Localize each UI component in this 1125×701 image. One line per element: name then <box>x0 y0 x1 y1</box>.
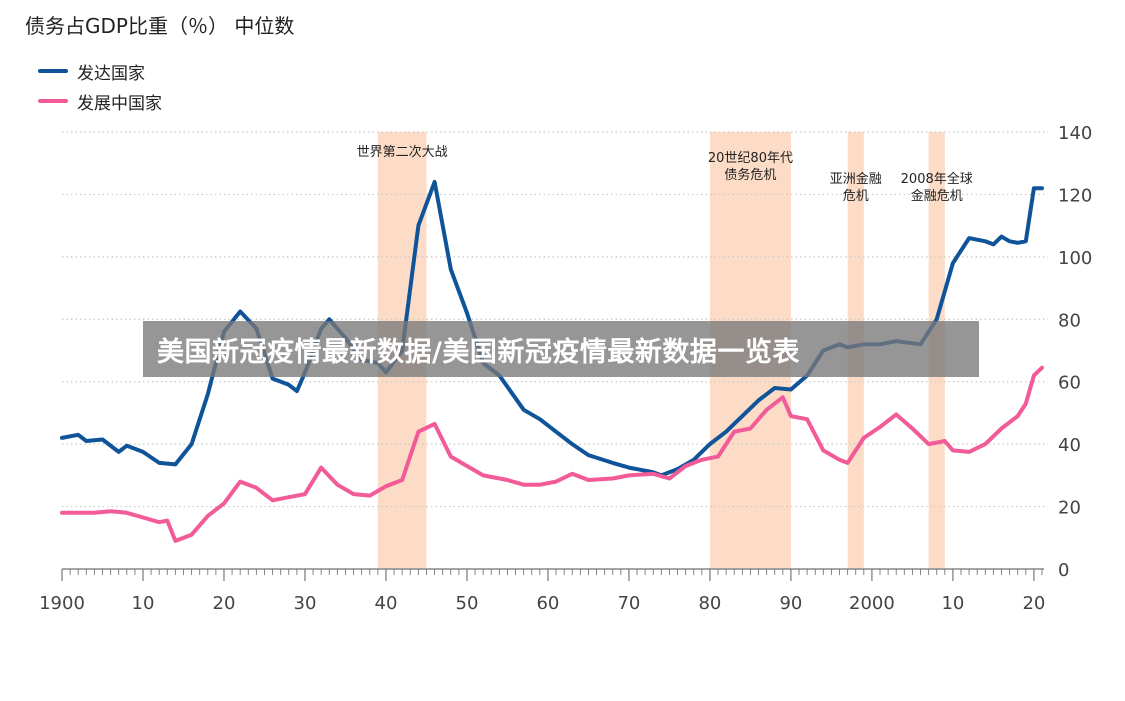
legend-label-developed: 发达国家 <box>77 63 145 84</box>
x-tick-label: 20 <box>1022 593 1045 614</box>
x-axis: 1900 10 20 30 40 50 60 70 80 90 2000 10 20 <box>39 568 1045 614</box>
period-label: 亚洲金融 <box>830 171 882 187</box>
y-tick-label: 60 <box>1058 373 1081 394</box>
legend: 发达国家 发展中国家 <box>38 56 162 116</box>
legend-swatch-developing <box>38 99 68 103</box>
x-tick-label: 60 <box>536 593 559 614</box>
y-tick-label: 120 <box>1058 185 1092 206</box>
x-tick-label: 1900 <box>39 593 85 614</box>
period-label: 2008年全球 <box>901 171 973 187</box>
period-label: 世界第二次大战 <box>357 144 448 160</box>
y-axis: 0 20 40 60 80 100 120 140 <box>1058 123 1092 581</box>
y-tick-label: 100 <box>1058 248 1092 269</box>
legend-item-developing: 发展中国家 <box>38 86 162 116</box>
x-tick-label: 2000 <box>849 593 895 614</box>
y-tick-label: 140 <box>1058 123 1092 144</box>
period-label: 债务危机 <box>724 167 776 183</box>
x-tick-label: 50 <box>456 593 479 614</box>
legend-item-developed: 发达国家 <box>38 56 162 86</box>
x-tick-label: 40 <box>375 593 398 614</box>
x-tick-label: 70 <box>617 593 640 614</box>
chart-title: 债务占GDP比重（％） 中位数 <box>25 14 295 38</box>
watermark-text: 美国新冠疫情最新数据/美国新冠疫情最新数据一览表 <box>157 336 800 368</box>
legend-swatch-developed <box>38 69 68 73</box>
legend-label-developing: 发展中国家 <box>77 93 162 114</box>
x-tick-label: 90 <box>779 593 802 614</box>
period-label: 危机 <box>843 189 869 204</box>
x-tick-label: 10 <box>941 593 964 614</box>
y-tick-label: 0 <box>1058 560 1069 581</box>
period-label: 金融危机 <box>911 188 963 204</box>
y-tick-label: 80 <box>1058 310 1081 331</box>
x-tick-label: 80 <box>698 593 721 614</box>
x-tick-label: 10 <box>132 593 155 614</box>
x-tick-label: 20 <box>213 593 236 614</box>
x-tick-label: 30 <box>294 593 317 614</box>
period-label: 20世纪80年代 <box>708 151 793 166</box>
series-line-developing <box>60 365 1044 543</box>
y-tick-label: 40 <box>1058 435 1081 456</box>
watermark-banner: 美国新冠疫情最新数据/美国新冠疫情最新数据一览表 <box>143 321 979 377</box>
y-tick-label: 20 <box>1058 498 1081 519</box>
gridlines <box>62 131 1048 508</box>
